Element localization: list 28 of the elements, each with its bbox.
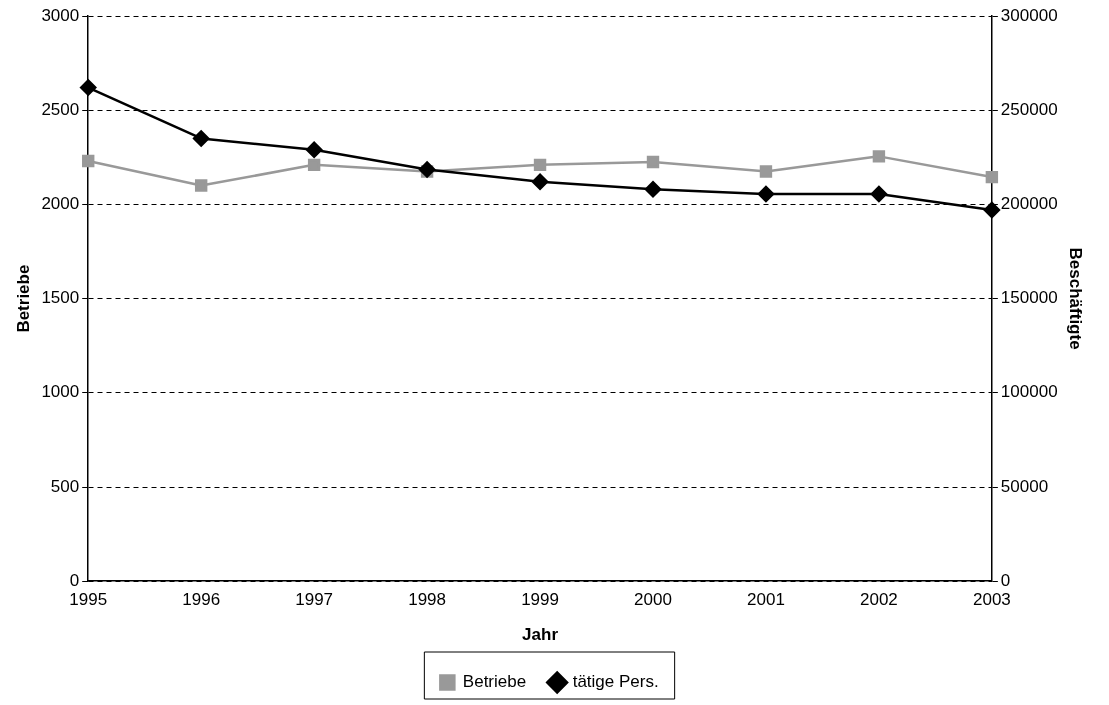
y-tick-label: 2500 <box>41 99 80 119</box>
y2-tick-label: 100000 <box>1000 382 1058 402</box>
x-tick-label: 2000 <box>634 590 672 610</box>
x-tick-label: 1998 <box>408 590 446 610</box>
legend-label: tätige Pers. <box>572 672 659 692</box>
y-tick-label: 1500 <box>41 288 80 308</box>
y2-tick-label: 0 <box>1000 570 1011 590</box>
y-tick-label: 2000 <box>41 194 80 214</box>
legend-label: Betriebe <box>462 672 527 692</box>
y-tick-label: 500 <box>50 476 80 496</box>
y-tick-label: 0 <box>69 570 80 590</box>
y2-tick-label: 300000 <box>1000 5 1058 25</box>
x-axis-title: Jahr <box>522 625 559 645</box>
y2-tick-label: 50000 <box>1000 476 1049 496</box>
y2-tick-label: 250000 <box>1000 99 1058 119</box>
x-tick-label: 1996 <box>182 590 221 610</box>
x-tick-label: 1995 <box>69 590 108 610</box>
y-axis-title: Betriebe <box>13 264 33 333</box>
y2-tick-label: 200000 <box>1000 194 1058 214</box>
x-tick-label: 2003 <box>972 590 1011 610</box>
y-tick-label: 1000 <box>41 382 80 402</box>
y-tick-label: 3000 <box>41 5 80 25</box>
x-tick-label: 1997 <box>295 590 334 610</box>
x-tick-label: 2001 <box>747 590 785 610</box>
x-tick-label: 2002 <box>860 590 898 610</box>
y2-axis-title: Beschäftigte <box>1066 247 1086 350</box>
x-tick-label: 1999 <box>521 590 559 610</box>
y2-tick-label: 150000 <box>1000 288 1058 308</box>
